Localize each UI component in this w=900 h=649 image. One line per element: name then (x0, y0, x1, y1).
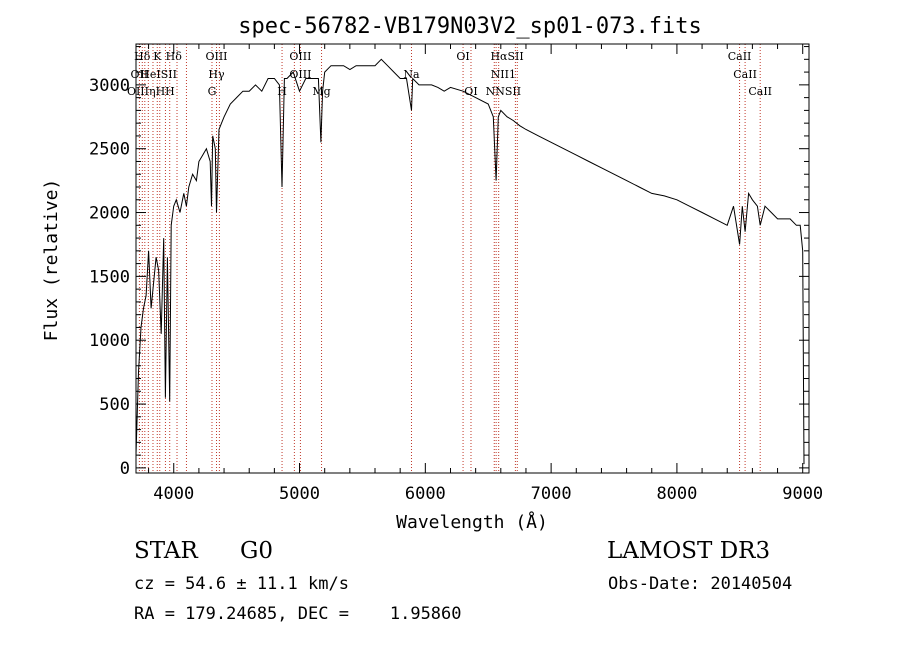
line-label: Hδ (166, 50, 183, 63)
line-label: CaII (728, 50, 752, 63)
y-axis: 0 500 1000 1500 2000 2500 3000 (89, 46, 809, 479)
chart-title: spec-56782-VB179N03V2_sp01-073.fits (238, 14, 702, 39)
plot-frame (135, 43, 810, 474)
survey-label: LAMOST DR3 (607, 538, 771, 564)
line-label: Na (403, 68, 420, 81)
line-label: Mg (312, 85, 330, 98)
y-tick-label: 2000 (89, 204, 130, 224)
line-label: OIII (289, 50, 311, 63)
line-label: OIIIηH (127, 85, 165, 98)
line-label: HαSII (490, 50, 523, 63)
object-class: STAR (134, 538, 198, 564)
y-tick-label: 1000 (89, 331, 130, 351)
line-label: Hγ (208, 68, 225, 81)
x-axis: 4000 5000 6000 7000 8000 9000 (148, 44, 823, 504)
line-label: HeISII (140, 68, 177, 81)
x-tick-label: 4000 (153, 484, 194, 504)
obs-date: Obs-Date: 20140504 (608, 574, 793, 594)
line-label: H (277, 85, 287, 98)
line-label: CaII (733, 68, 757, 81)
x-tick-label: 8000 (656, 484, 697, 504)
redshift-text: cz = 54.6 ± 11.1 km/s (134, 574, 349, 594)
line-label: Hδ (134, 50, 151, 63)
x-tick-label: 9000 (782, 484, 823, 504)
x-tick-label: 6000 (405, 484, 446, 504)
line-label: H (165, 85, 175, 98)
subclass: G0 (240, 538, 274, 564)
emission-line-markers (138, 44, 761, 473)
spectrum-line (135, 58, 805, 465)
coordinates: RA = 179.24685, DEC = 1.95860 (134, 604, 462, 624)
y-tick-label: 2500 (89, 140, 130, 160)
line-label: G (208, 85, 217, 98)
y-tick-label: 0 (120, 459, 130, 479)
line-label: CaII (748, 85, 772, 98)
line-label: K (153, 50, 162, 63)
x-axis-label: Wavelength (Å) (396, 511, 548, 533)
line-label: OIII (205, 50, 227, 63)
line-label: NII1 (491, 68, 516, 81)
line-label: OI (464, 85, 477, 98)
line-label: OI (456, 50, 469, 63)
y-tick-label: 500 (99, 395, 130, 415)
x-tick-label: 5000 (279, 484, 320, 504)
y-axis-label: Flux (relative) (41, 179, 62, 342)
line-label: OIII (289, 68, 311, 81)
line-label: OII (131, 68, 149, 81)
line-label: NNSII (486, 85, 521, 98)
x-tick-label: 7000 (531, 484, 572, 504)
y-tick-label: 3000 (89, 76, 130, 96)
y-tick-label: 1500 (89, 267, 130, 287)
